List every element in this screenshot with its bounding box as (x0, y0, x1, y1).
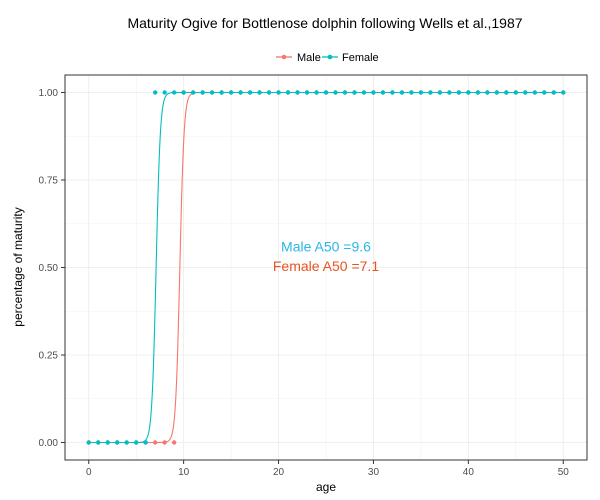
data-point-female (285, 90, 291, 95)
y-axis-title: percentage of maturity (11, 207, 25, 326)
data-point-female (409, 90, 414, 95)
data-point-female (228, 90, 234, 95)
data-point-female (456, 90, 462, 95)
data-point-female (333, 90, 338, 95)
legend-key-female-point (327, 54, 333, 60)
y-tick-label: 0.50 (39, 263, 59, 274)
data-point-female (314, 90, 319, 95)
x-tick-label: 30 (368, 467, 380, 478)
data-point-female (171, 90, 177, 95)
data-point-female (190, 90, 196, 95)
data-point-female (257, 90, 262, 95)
data-point-female (418, 90, 424, 95)
data-point-female (238, 90, 243, 95)
legend-label-male: Male (297, 52, 321, 64)
x-tick-label: 0 (86, 467, 92, 478)
data-point-female (352, 90, 357, 95)
data-point-female (209, 90, 215, 95)
data-point-female (200, 90, 205, 95)
data-point-female (162, 90, 167, 95)
data-point-male (152, 440, 158, 445)
legend-label-female: Female (342, 52, 379, 64)
data-point-female (504, 90, 509, 95)
data-point-male (162, 440, 167, 445)
data-point-female (399, 90, 405, 95)
data-point-female (466, 90, 471, 95)
data-point-female (428, 90, 433, 95)
data-point-female (115, 440, 120, 445)
x-tick-label: 40 (463, 467, 475, 478)
data-point-female (475, 90, 481, 95)
axis-ticks: 0 10 20 30 40 50 0.00 0.25 0.50 0.75 1.00 (39, 88, 570, 478)
data-point-female (143, 440, 148, 445)
chart-title: Maturity Ogive for Bottlenose dolphin fo… (127, 15, 522, 31)
data-point-female (542, 90, 547, 95)
data-point-female (247, 90, 253, 95)
data-point-female (523, 90, 528, 95)
data-point-female (494, 90, 500, 95)
annotation-male-a50: Male A50 =9.6 (281, 239, 371, 255)
data-point-female (485, 90, 490, 95)
data-point-female (276, 90, 281, 95)
data-point-female (380, 90, 386, 95)
legend-key-male-point (281, 54, 287, 60)
data-point-female (361, 90, 367, 95)
annotation-female-a50: Female A50 =7.1 (273, 258, 379, 274)
data-point-female (532, 90, 537, 95)
x-tick-label: 50 (558, 467, 570, 478)
data-point-female (371, 90, 376, 95)
data-point-female (266, 90, 272, 95)
y-tick-label: 1.00 (39, 88, 59, 99)
data-point-female (304, 90, 310, 95)
data-point-male (171, 440, 177, 445)
data-point-female (561, 90, 566, 95)
data-point-female (551, 90, 556, 95)
data-point-female (96, 440, 101, 445)
x-tick-label: 20 (273, 467, 285, 478)
y-tick-label: 0.25 (39, 351, 59, 362)
data-point-female (105, 440, 110, 445)
data-point-female (181, 90, 186, 95)
data-point-female (513, 90, 519, 95)
y-tick-label: 0.00 (39, 438, 59, 449)
legend: Male Female (276, 52, 379, 64)
data-point-female (86, 440, 91, 445)
data-point-female (437, 90, 443, 95)
x-axis-title: age (316, 480, 336, 494)
data-point-female (152, 90, 158, 95)
data-point-female (219, 90, 224, 95)
data-point-female (323, 90, 329, 95)
data-point-female (447, 90, 452, 95)
data-point-female (342, 90, 348, 95)
data-point-female (295, 90, 300, 95)
data-point-female (390, 90, 395, 95)
x-tick-label: 10 (178, 467, 190, 478)
data-point-female (124, 440, 129, 445)
series-layer (86, 90, 566, 445)
data-point-female (133, 440, 139, 445)
y-tick-label: 0.75 (39, 176, 59, 187)
